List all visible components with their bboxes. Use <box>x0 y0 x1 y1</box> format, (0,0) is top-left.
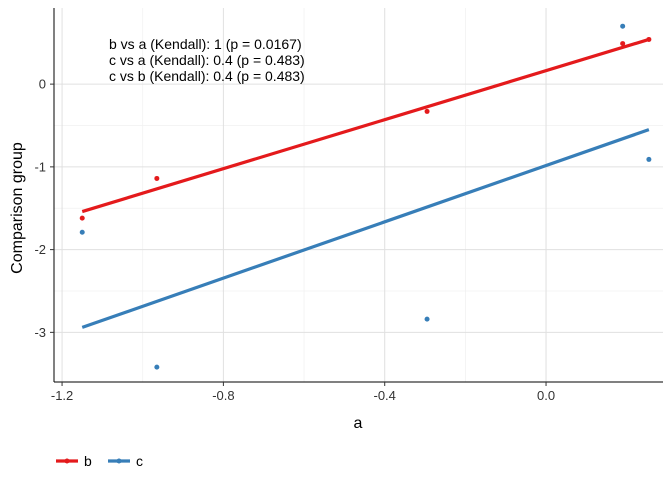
fit-line-c <box>81 128 650 329</box>
axes: -1.2 -0.8 -0.4 0.0 -3 -2 -1 0 <box>34 8 663 403</box>
point-c <box>620 23 626 29</box>
x-tick-label: -0.8 <box>212 388 234 403</box>
x-tick-label: -1.2 <box>51 388 73 403</box>
x-tick-label: -0.4 <box>374 388 396 403</box>
correlation-annotation: b vs a (Kendall): 1 (p = 0.0167) <box>109 36 302 52</box>
grid-layer <box>54 8 663 382</box>
legend-key-point-b <box>64 458 70 464</box>
data-points <box>79 23 652 370</box>
point-b <box>79 215 85 221</box>
point-c <box>646 156 652 162</box>
point-b <box>154 175 160 181</box>
y-tick-label: -1 <box>34 159 46 174</box>
point-c <box>424 316 430 322</box>
annotations: b vs a (Kendall): 1 (p = 0.0167)c vs a (… <box>109 36 305 84</box>
legend-key-point-c <box>116 458 122 464</box>
y-tick-label: -2 <box>34 242 46 257</box>
point-c <box>154 364 160 370</box>
y-tick-label: 0 <box>39 77 46 92</box>
legend-label-b: b <box>84 453 92 469</box>
x-tick-label: 0.0 <box>537 388 555 403</box>
x-axis-title: a <box>354 415 363 432</box>
y-axis-title: Comparison group <box>9 142 26 274</box>
point-b <box>424 108 430 114</box>
correlation-annotation: c vs b (Kendall): 0.4 (p = 0.483) <box>109 68 305 84</box>
point-c <box>79 229 85 235</box>
fit-line-b <box>81 37 650 214</box>
correlation-annotation: c vs a (Kendall): 0.4 (p = 0.483) <box>109 52 305 68</box>
legend-label-c: c <box>136 453 143 469</box>
y-tick-label: -3 <box>34 325 46 340</box>
point-b <box>646 36 652 42</box>
fit-lines <box>81 37 650 329</box>
point-b <box>620 41 626 47</box>
